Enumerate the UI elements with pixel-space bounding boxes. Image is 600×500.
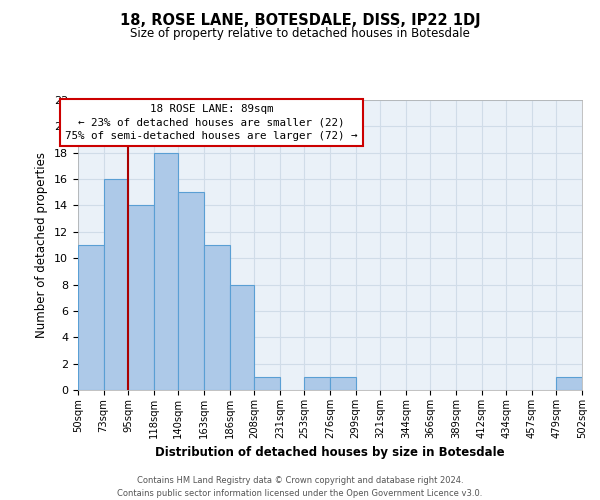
X-axis label: Distribution of detached houses by size in Botesdale: Distribution of detached houses by size … (155, 446, 505, 460)
Text: 18 ROSE LANE: 89sqm
← 23% of detached houses are smaller (22)
75% of semi-detach: 18 ROSE LANE: 89sqm ← 23% of detached ho… (65, 104, 358, 141)
Bar (204, 245, 230, 390)
Bar (104, 179, 128, 390)
Text: Contains HM Land Registry data © Crown copyright and database right 2024.
Contai: Contains HM Land Registry data © Crown c… (118, 476, 482, 498)
Text: 18, ROSE LANE, BOTESDALE, DISS, IP22 1DJ: 18, ROSE LANE, BOTESDALE, DISS, IP22 1DJ (119, 12, 481, 28)
Bar (78, 245, 104, 390)
Bar (128, 206, 154, 390)
Bar (178, 192, 204, 390)
Bar (556, 377, 582, 390)
Text: Size of property relative to detached houses in Botesdale: Size of property relative to detached ho… (130, 28, 470, 40)
Y-axis label: Number of detached properties: Number of detached properties (35, 152, 49, 338)
Bar (230, 284, 254, 390)
Bar (304, 377, 330, 390)
Bar (254, 377, 280, 390)
Bar (154, 152, 178, 390)
Bar (330, 377, 356, 390)
